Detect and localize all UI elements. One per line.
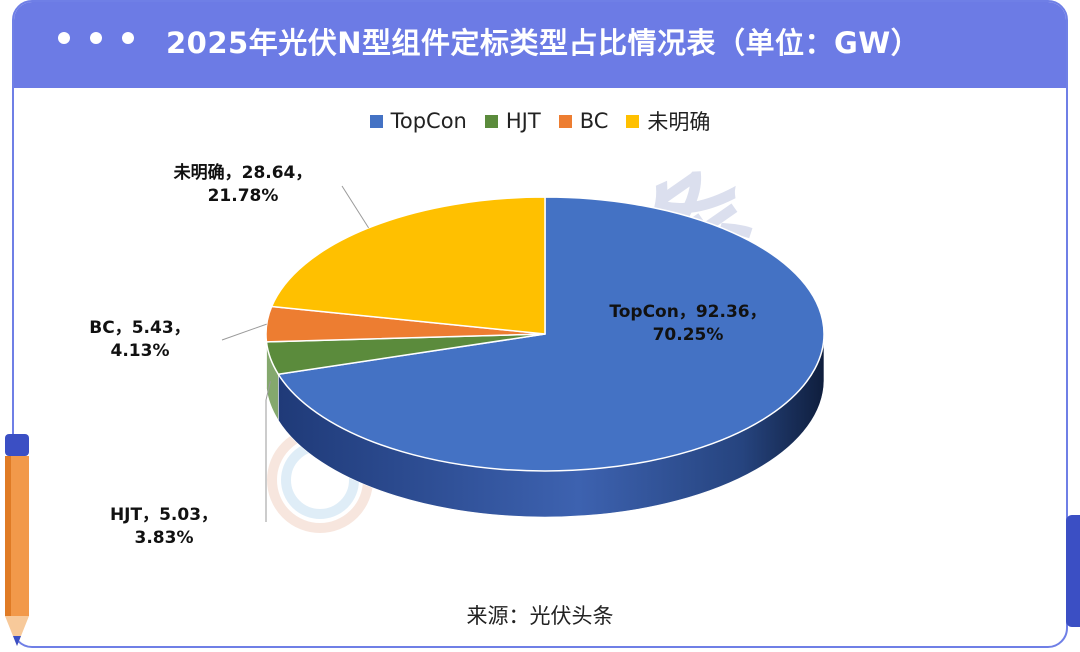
leader-line — [221, 323, 267, 341]
legend-item-bc: BC — [558, 106, 609, 136]
data-label: 未明确，28.64， 21.78% — [173, 162, 313, 206]
data-label: TopCon，92.36， 70.25% — [609, 302, 766, 345]
data-label-percent: 3.83% — [135, 528, 194, 548]
leader-line — [265, 381, 271, 522]
legend-label: HJT — [505, 109, 541, 133]
data-label-percent: 70.25% — [653, 325, 724, 345]
legend-swatch — [484, 114, 498, 128]
window-dots — [58, 32, 134, 44]
source-note: 来源：光伏头条 — [466, 604, 614, 628]
leader-line — [341, 185, 370, 229]
header-bar: 2025年光伏N型组件定标类型占比情况表（单位：GW） — [14, 2, 1066, 88]
legend-item-hjt: HJT — [484, 106, 541, 136]
legend-swatch — [558, 114, 572, 128]
dot-icon — [58, 32, 70, 44]
data-label-line: BC，5.43， — [89, 318, 190, 338]
dot-icon — [90, 32, 102, 44]
legend-item-unknown: 未明确 — [626, 106, 710, 136]
data-label-line: HJT，5.03， — [110, 505, 218, 525]
data-label-line: TopCon，92.36， — [609, 302, 766, 322]
legend-label: BC — [579, 109, 609, 133]
chart-card: 2025年光伏N型组件定标类型占比情况表（单位：GW） TopCon HJT B… — [12, 0, 1068, 648]
legend-item-topcon: TopCon — [369, 106, 467, 136]
data-label-percent: 4.13% — [111, 341, 170, 361]
chart-title: 2025年光伏N型组件定标类型占比情况表（单位：GW） — [166, 26, 921, 60]
pie-slice — [277, 196, 825, 472]
side-tab — [1066, 515, 1080, 627]
data-label: BC，5.43， 4.13% — [89, 318, 190, 361]
pencil-decoration-icon — [5, 434, 29, 646]
dot-icon — [122, 32, 134, 44]
data-label: HJT，5.03， 3.83% — [110, 505, 218, 548]
data-label-line: 未明确，28.64， — [173, 162, 313, 183]
data-label-percent: 21.78% — [208, 186, 279, 206]
legend-label: 未明确 — [647, 110, 711, 134]
legend-label: TopCon — [390, 109, 467, 133]
legend-swatch — [626, 114, 640, 128]
chart-legend: TopCon HJT BC 未明确 — [14, 106, 1066, 136]
legend-swatch — [369, 114, 383, 128]
